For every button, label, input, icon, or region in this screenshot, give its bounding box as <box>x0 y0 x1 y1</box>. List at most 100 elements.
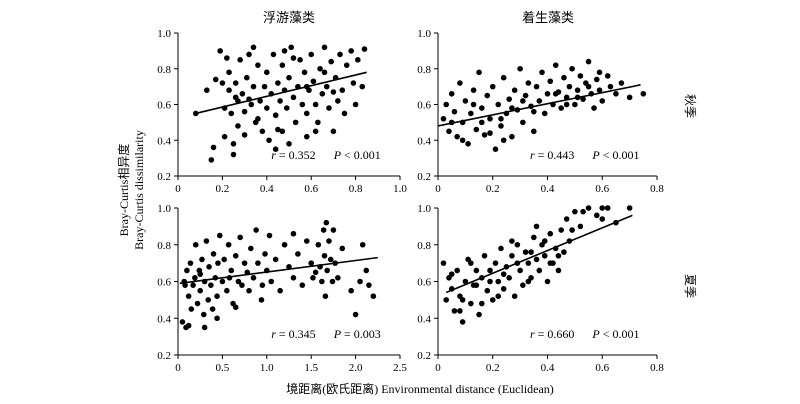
data-point <box>266 232 273 239</box>
data-point <box>215 260 221 266</box>
data-point <box>522 92 529 99</box>
data-point <box>618 80 625 86</box>
data-point <box>525 260 532 266</box>
x-tick-label: 2.0 <box>349 362 363 374</box>
data-point <box>577 73 584 79</box>
data-point <box>440 260 447 266</box>
data-point <box>577 223 584 230</box>
y-tick-label: 0.4 <box>417 313 431 325</box>
data-point <box>448 90 455 97</box>
stat-r-value: = 0.443 <box>535 148 575 162</box>
data-point <box>258 297 265 303</box>
data-point <box>547 230 554 237</box>
data-point <box>468 110 474 117</box>
data-point <box>454 267 460 274</box>
x-tick-label: 0.4 <box>541 362 555 374</box>
stats-annotation: r = 0.345 P = 0.003 <box>271 327 381 341</box>
x-axis-title: 境距离(欧氏距离) Environmental distance (Euclid… <box>286 381 554 396</box>
data-point <box>462 278 469 285</box>
data-point <box>312 269 319 276</box>
data-point <box>361 46 368 52</box>
data-point <box>539 69 545 76</box>
data-point <box>599 216 606 222</box>
y-tick-label: 0.2 <box>417 350 431 362</box>
col-title-plankton: 浮游藻类 <box>263 11 315 26</box>
data-point <box>459 319 466 325</box>
data-point <box>262 251 268 257</box>
data-point <box>561 74 567 81</box>
y-tick-label: 0.6 <box>157 100 171 112</box>
y-tick-label: 1.0 <box>417 203 431 215</box>
data-point <box>500 286 507 292</box>
data-point <box>596 87 603 93</box>
data-point <box>255 116 261 122</box>
data-point <box>235 123 241 129</box>
data-point <box>509 252 515 259</box>
data-point <box>352 311 359 318</box>
data-point <box>299 101 306 108</box>
data-point <box>264 69 270 76</box>
data-point <box>214 315 220 322</box>
data-point <box>310 275 316 281</box>
data-point <box>219 80 226 86</box>
data-point <box>232 94 239 101</box>
data-point <box>487 267 493 274</box>
data-point <box>206 264 212 270</box>
data-point <box>188 306 195 312</box>
data-point <box>470 101 477 108</box>
data-point <box>476 311 482 318</box>
data-point <box>288 44 295 51</box>
x-tick-label: 2.5 <box>393 362 407 374</box>
data-point <box>248 245 254 252</box>
data-point <box>552 62 559 68</box>
data-point <box>520 98 526 104</box>
data-point <box>495 101 502 108</box>
data-point <box>182 282 188 288</box>
data-point <box>440 116 447 122</box>
data-point <box>327 256 334 263</box>
data-point <box>536 98 543 104</box>
data-point <box>569 227 575 233</box>
stat-p-symbol: P <box>333 327 342 341</box>
x-tick-label: 0.2 <box>216 183 230 195</box>
data-point <box>547 78 554 85</box>
data-point <box>197 287 203 294</box>
data-point <box>459 297 466 303</box>
data-point <box>522 249 529 255</box>
data-point <box>585 58 592 65</box>
data-point <box>241 108 248 115</box>
data-point <box>359 83 366 90</box>
data-point <box>214 293 220 300</box>
data-point <box>591 105 597 111</box>
y-tick-label: 0.6 <box>417 100 431 112</box>
data-point <box>319 90 326 97</box>
data-point <box>495 293 502 300</box>
data-point <box>292 119 299 126</box>
data-point <box>509 133 515 140</box>
trend-line <box>179 256 378 285</box>
data-point <box>520 282 526 288</box>
data-point <box>253 227 259 233</box>
data-point <box>370 293 377 300</box>
y-tick-label: 0.2 <box>417 171 431 183</box>
stat-r-symbol: r <box>530 148 535 162</box>
data-point <box>295 251 301 257</box>
data-point <box>555 267 562 274</box>
data-point <box>506 96 512 102</box>
data-point <box>476 69 482 76</box>
row-label-summer: 夏季 <box>683 274 697 298</box>
x-tick-label: 0.8 <box>650 362 664 374</box>
data-point <box>335 98 341 104</box>
data-point <box>321 44 328 51</box>
data-point <box>228 110 235 117</box>
data-point <box>604 205 611 211</box>
data-point <box>511 87 518 93</box>
y-tick-label: 0.8 <box>157 240 171 252</box>
data-point <box>339 87 346 93</box>
data-point <box>184 267 190 274</box>
data-point <box>533 256 540 263</box>
panels-group: 0 0.2 0.4 0.6 0.8 1.0 1.0 0.8 0.6 0.4 0.2 r = 0.352… <box>157 28 664 374</box>
y-tick-label: 0.8 <box>157 64 171 76</box>
data-point <box>514 241 521 248</box>
